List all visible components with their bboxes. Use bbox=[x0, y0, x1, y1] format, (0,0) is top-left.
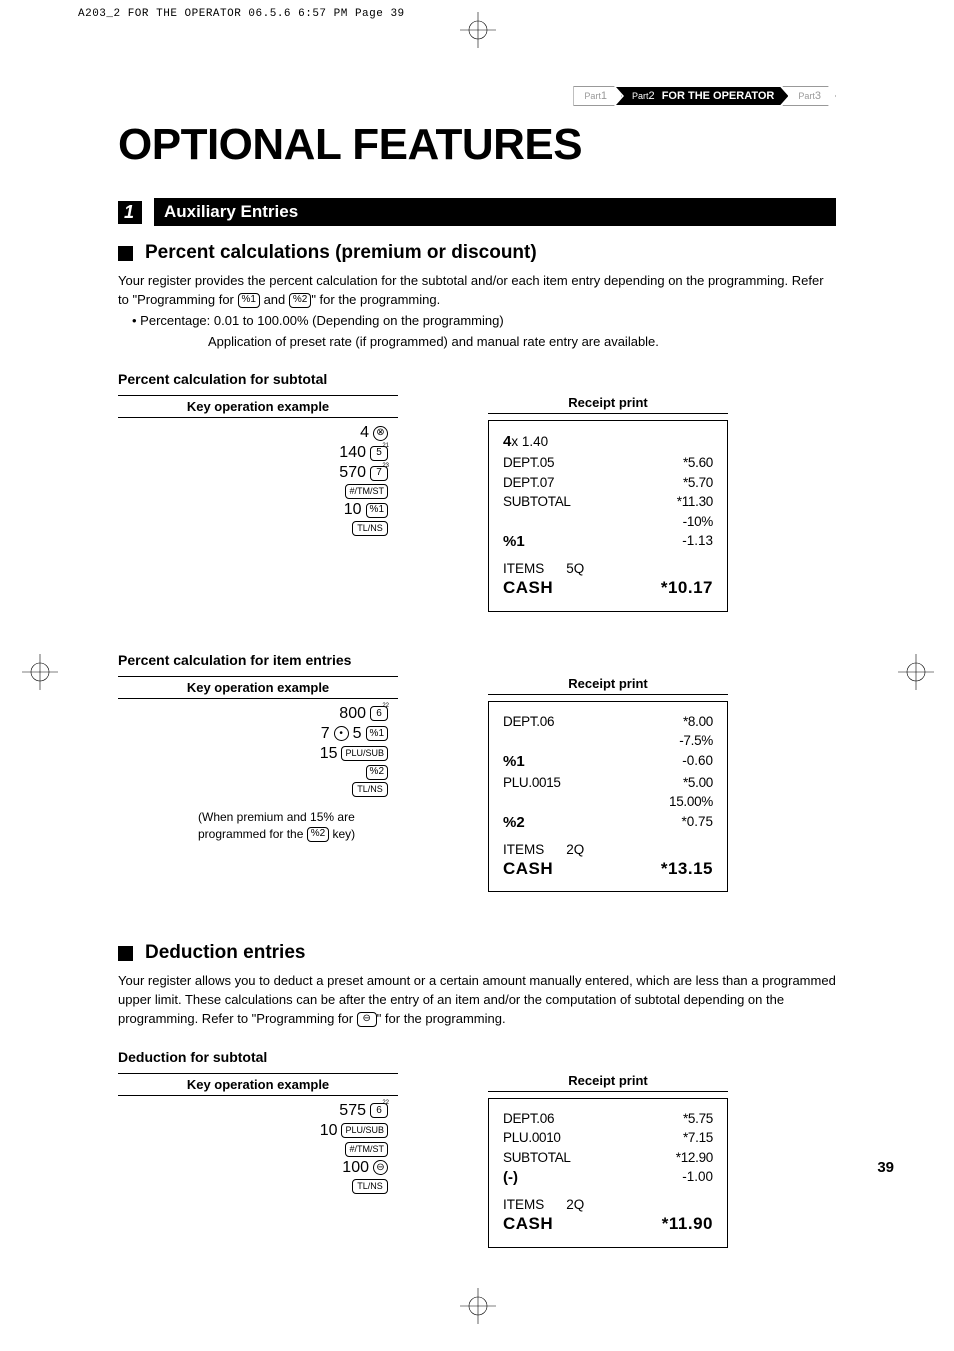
key-op-line: 10PLU/SUB bbox=[118, 1122, 388, 1140]
key-op-line: 140521 bbox=[118, 444, 388, 462]
subheading-deduction: Deduction entries bbox=[118, 942, 836, 964]
section-header: 1 Auxiliary Entries bbox=[118, 198, 836, 226]
key-icon: TL/NS bbox=[352, 521, 388, 536]
dot-key-icon: • bbox=[334, 726, 349, 741]
section-title: Auxiliary Entries bbox=[154, 198, 836, 226]
key-icon: %1 bbox=[366, 503, 388, 518]
col-head-receipt: Receipt print bbox=[488, 395, 728, 414]
key-op-line: 10%1 bbox=[118, 501, 388, 519]
col-head-keyop: Key operation example bbox=[118, 1073, 398, 1096]
key-op-line: 800622 bbox=[118, 705, 388, 723]
example1-title: Percent calculation for subtotal bbox=[118, 371, 836, 387]
col-head-keyop: Key operation example bbox=[118, 395, 398, 418]
bullet-square-icon bbox=[118, 946, 133, 961]
key-icon: %1 bbox=[366, 726, 388, 741]
bullet-subtext: Application of preset rate (if programme… bbox=[118, 333, 836, 352]
key-icon: TL/NS bbox=[352, 782, 388, 797]
body-text: Your register provides the percent calcu… bbox=[118, 272, 836, 310]
key-op-line: TL/NS bbox=[118, 782, 388, 797]
key-icon: TL/NS bbox=[352, 1179, 388, 1194]
key-icon: 521 bbox=[370, 446, 388, 461]
key-icon: #/TM/ST bbox=[345, 1142, 388, 1157]
receipt-2: DEPT.06*8.00 -7.5% %1-0.60 PLU.0015*5.00… bbox=[488, 701, 728, 892]
bullet-text: • Percentage: 0.01 to 100.00% (Depending… bbox=[118, 312, 836, 331]
example2-note: (When premium and 15% are programmed for… bbox=[118, 809, 398, 843]
key-op-line: 4⊗ bbox=[118, 424, 388, 442]
body-text: Your register allows you to deduct a pre… bbox=[118, 972, 836, 1029]
breadcrumb: Part1 Part2 FOR THE OPERATOR Part3 bbox=[573, 86, 836, 106]
key-op-line: TL/NS bbox=[118, 521, 388, 536]
key-icon: 622 bbox=[370, 1103, 388, 1118]
key-op-line: #/TM/ST bbox=[118, 1142, 388, 1157]
receipt-1: 4x 1.40 DEPT.05*5.60 DEPT.07*5.70 SUBTOT… bbox=[488, 420, 728, 611]
example3-table: Key operation example 575622 10PLU/SUB #/T… bbox=[118, 1073, 836, 1248]
col-head-keyop: Key operation example bbox=[118, 676, 398, 699]
col-head-receipt: Receipt print bbox=[488, 1073, 728, 1092]
key-op-line: 15PLU/SUB bbox=[118, 745, 388, 763]
key-icon: ⊖ bbox=[373, 1160, 388, 1175]
example2-table: Key operation example 800622 7•5%1 15PLU/S… bbox=[118, 676, 836, 892]
breadcrumb-part3: Part3 bbox=[782, 86, 836, 106]
section-number: 1 bbox=[118, 201, 142, 224]
example2-title: Percent calculation for item entries bbox=[118, 652, 836, 668]
example3-title: Deduction for subtotal bbox=[118, 1049, 836, 1065]
breadcrumb-part1: Part1 bbox=[573, 86, 622, 106]
subheading-percent: Percent calculations (premium or discoun… bbox=[118, 242, 836, 264]
key-icon: PLU/SUB bbox=[341, 746, 388, 761]
example1-table: Key operation example 4⊗ 140521 570723 #/TM… bbox=[118, 395, 836, 611]
key-op-line: #/TM/ST bbox=[118, 484, 388, 499]
bullet-square-icon bbox=[118, 246, 133, 261]
key-op-line: TL/NS bbox=[118, 1179, 388, 1194]
breadcrumb-part2: Part2 FOR THE OPERATOR bbox=[616, 87, 788, 105]
key-op-line: 100⊖ bbox=[118, 1159, 388, 1177]
receipt-3: DEPT.06*5.75 PLU.0010*7.15 SUBTOTAL*12.9… bbox=[488, 1098, 728, 1248]
key-icon: PLU/SUB bbox=[341, 1123, 388, 1138]
key-icon: ⊗ bbox=[373, 426, 388, 441]
pct2-key-icon: %2 bbox=[289, 293, 311, 308]
pct1-key-icon: %1 bbox=[238, 293, 260, 308]
page-title: OPTIONAL FEATURES bbox=[118, 120, 836, 170]
key-icon: %2 bbox=[366, 765, 388, 780]
key-op-line: 7•5%1 bbox=[118, 725, 388, 743]
pct2-key-icon: %2 bbox=[307, 827, 329, 842]
key-op-line: %2 bbox=[118, 765, 388, 780]
col-head-receipt: Receipt print bbox=[488, 676, 728, 695]
key-icon: #/TM/ST bbox=[345, 484, 388, 499]
key-op-line: 575622 bbox=[118, 1102, 388, 1120]
page-number: 39 bbox=[877, 1159, 894, 1176]
key-icon: 723 bbox=[370, 466, 388, 481]
minus-key-icon: ⊖ bbox=[357, 1012, 377, 1027]
key-op-line: 570723 bbox=[118, 464, 388, 482]
key-icon: 622 bbox=[370, 706, 388, 721]
